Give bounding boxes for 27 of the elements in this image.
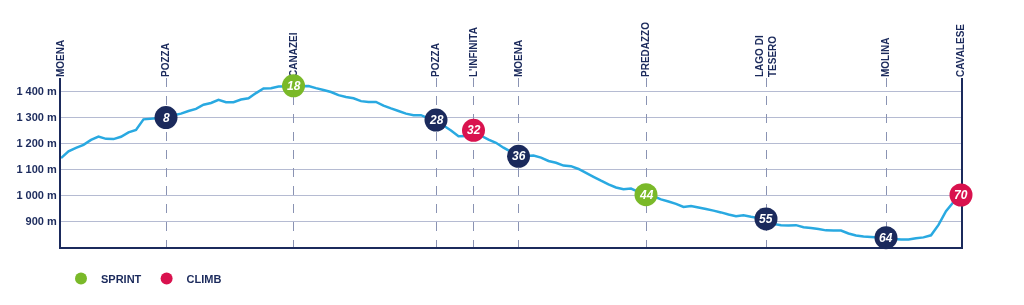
y-tick-label: 1 100 m (16, 162, 58, 175)
x-tick-label: POZZA (430, 43, 442, 77)
y-tick-label: 900 m (25, 214, 58, 227)
x-tick-label: POZZA (160, 43, 172, 77)
x-tick-label: CANAZEI (287, 32, 299, 77)
annotation: 18 (287, 79, 301, 93)
annotation: 70 (954, 188, 968, 202)
annotation: 28 (429, 113, 444, 127)
annotation: 55 (759, 212, 773, 226)
annotation: 36 (512, 149, 526, 163)
y-tick-label: 1 200 m (16, 136, 58, 149)
x-tick-label: MOENA (512, 39, 524, 77)
x-tick-label: LAGO DI TESERO (753, 35, 778, 77)
y-tick-label: 1 300 m (16, 110, 58, 123)
y-tick-label: 1 000 m (16, 188, 58, 201)
annotation: 64 (879, 231, 893, 245)
x-tick-label: MOLINA (880, 37, 892, 77)
x-tick-label: PREDAZZO (640, 21, 652, 77)
y-tick-label: 1 400 m (16, 84, 58, 97)
annotation: 44 (639, 188, 654, 202)
annotation: 8 (163, 111, 170, 125)
x-tick-label: MOENA (55, 39, 67, 77)
annotation: 32 (467, 123, 481, 137)
x-tick-label: L'INFINITA (467, 27, 479, 77)
legend-label: CLIMB (186, 272, 222, 285)
x-tick-label: CAVALESE (955, 23, 967, 77)
legend-label: SPRINT (101, 272, 142, 285)
